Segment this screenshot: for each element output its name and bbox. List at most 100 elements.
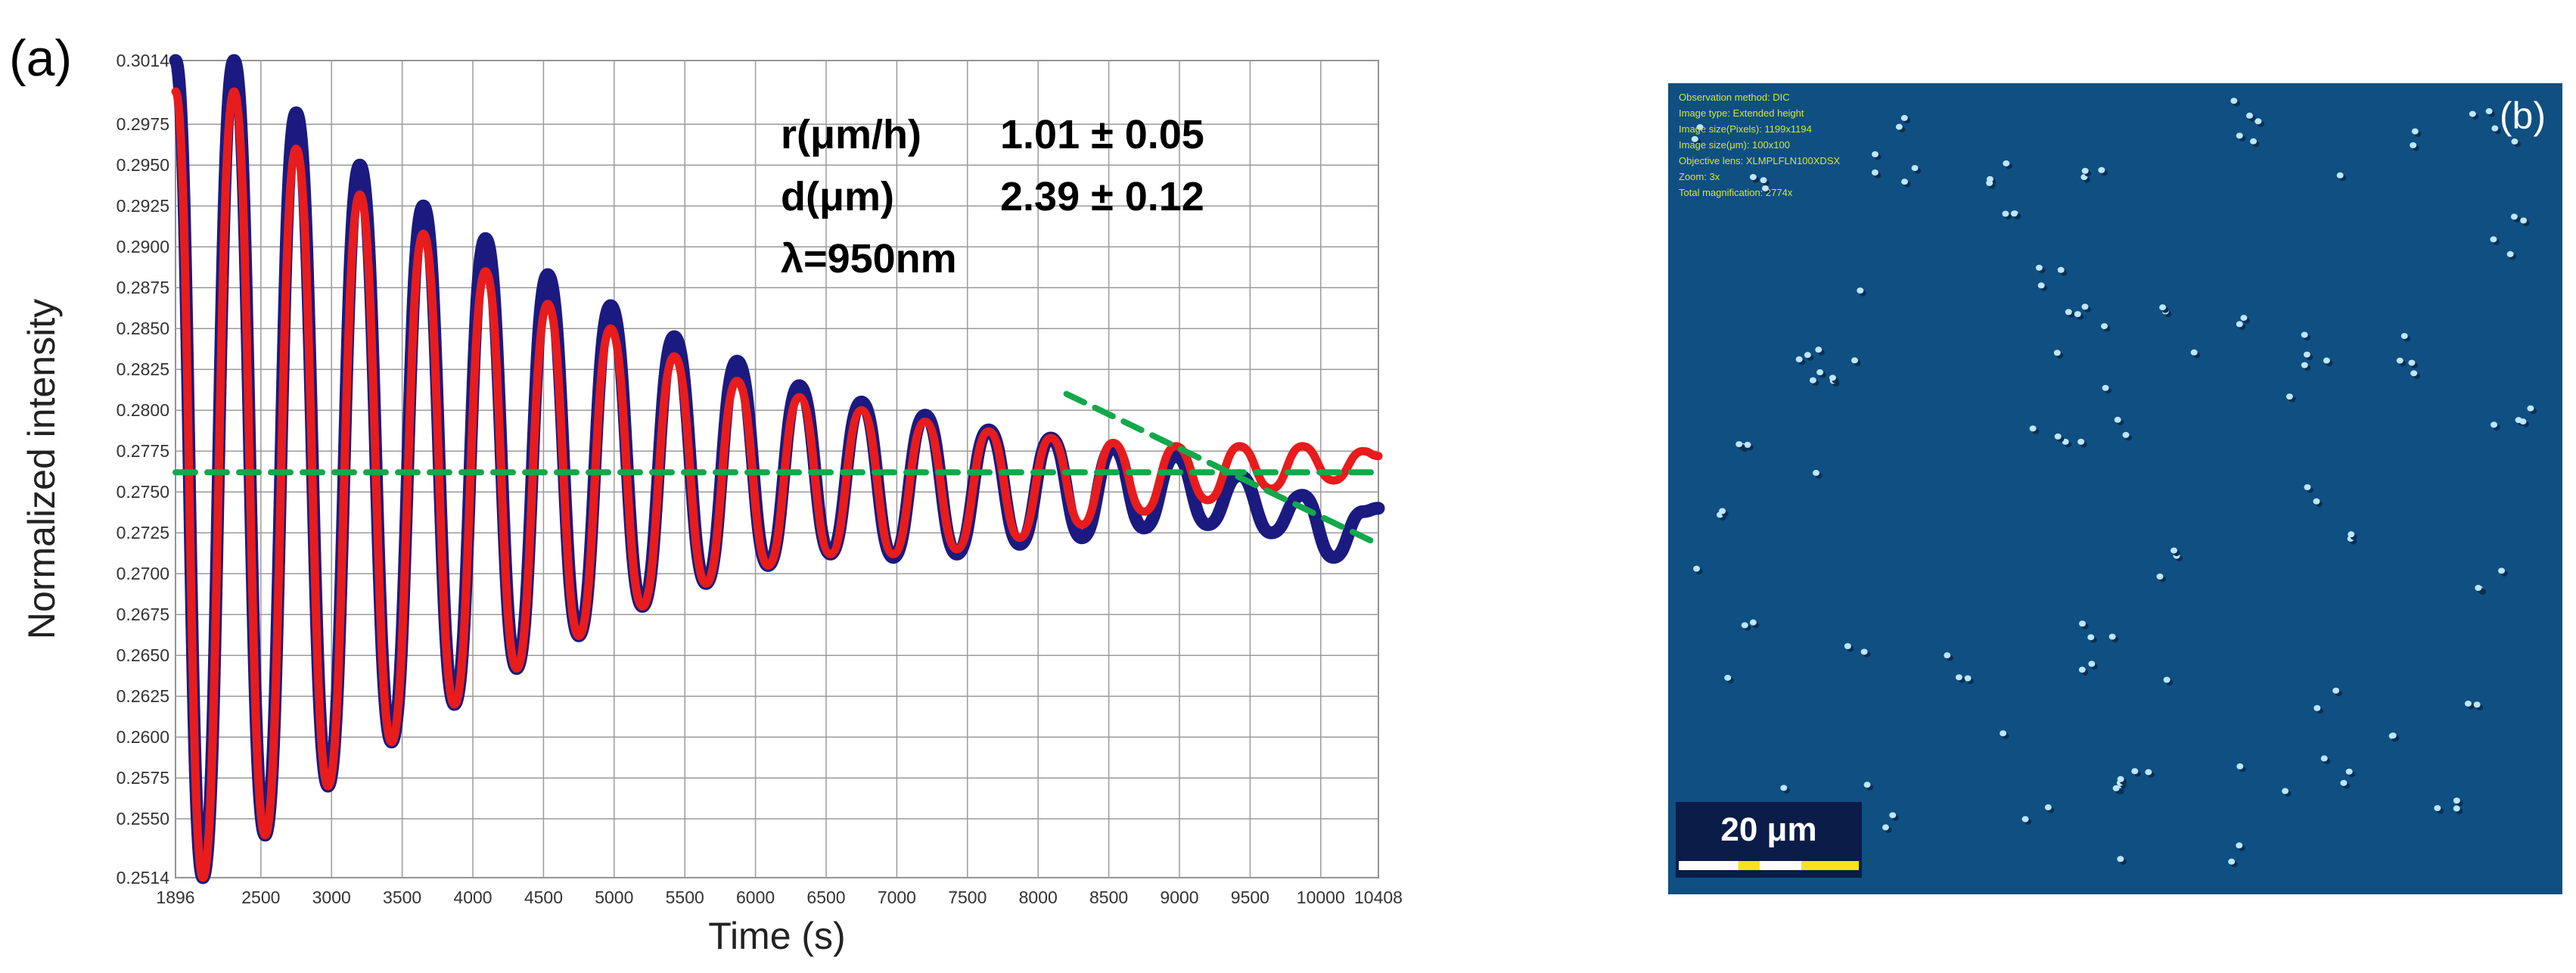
- particle: [2498, 567, 2508, 577]
- particle: [2003, 160, 2012, 169]
- x-tick-label: 10000: [1297, 888, 1345, 907]
- particle: [2053, 350, 2064, 359]
- x-tick-label: 8500: [1089, 888, 1128, 907]
- particle: [2101, 323, 2111, 332]
- particle: [2301, 331, 2311, 341]
- y-tick-label: 0.2600: [117, 727, 169, 747]
- particle: [2411, 128, 2422, 138]
- x-tick-label: 4000: [453, 888, 492, 907]
- particle: [1851, 357, 1861, 366]
- y-tick-label: 0.2725: [117, 523, 169, 542]
- annotation-label: d(μm): [781, 174, 894, 219]
- metadata-line: Zoom: 3x: [1679, 171, 1720, 182]
- y-tick-label: 0.2625: [117, 686, 169, 706]
- particle: [2282, 788, 2292, 797]
- particle: [2236, 132, 2246, 141]
- x-tick-label: 9000: [1160, 888, 1198, 907]
- particle: [2029, 425, 2040, 434]
- particle: [2077, 438, 2087, 448]
- particle: [1749, 174, 1760, 183]
- particle: [2002, 210, 2012, 220]
- particle: [1693, 565, 1703, 575]
- particle: [1816, 369, 1826, 378]
- particle: [1857, 288, 1866, 297]
- particle: [2254, 118, 2264, 127]
- particle: [1744, 441, 1754, 451]
- particle: [2074, 311, 2084, 320]
- y-tick-label: 0.2925: [117, 196, 169, 216]
- particle: [2304, 483, 2313, 493]
- particle: [1761, 185, 1772, 194]
- particle: [2131, 768, 2141, 777]
- particle: [2156, 574, 2167, 583]
- particle: [2117, 856, 2127, 865]
- particle: [2117, 776, 2127, 785]
- particle: [1741, 622, 1751, 631]
- fit-annotations: r(μm/h) 1.01 ± 0.05 d(μm) 2.39 ± 0.12 λ=950n…: [781, 112, 1204, 281]
- y-tick-label: 0.2775: [117, 441, 169, 461]
- y-tick-label: 0.2550: [117, 809, 169, 828]
- y-tick-labels: 0.3014 0.2975 0.2950 0.2925 0.2900 0.2875 0.28…: [117, 51, 170, 888]
- y-tick-label: 0.2700: [117, 564, 169, 583]
- particle: [2250, 138, 2260, 148]
- y-tick-label: 0.2575: [117, 768, 169, 788]
- particle: [2021, 816, 2032, 825]
- particle: [2108, 633, 2119, 643]
- particle: [2332, 687, 2342, 697]
- y-tick-label: 0.2750: [117, 482, 169, 502]
- x-tick-label: 3500: [383, 888, 421, 907]
- microscope-particles: [1691, 98, 2537, 868]
- particle: [2313, 498, 2323, 508]
- particle: [1900, 114, 1911, 124]
- panel-a-label: (a): [9, 30, 72, 87]
- particle: [2340, 779, 2350, 789]
- particle: [2345, 768, 2356, 778]
- particle: [1860, 648, 1871, 657]
- metadata-line: Total magnification: 2774x: [1679, 187, 1793, 198]
- particle: [1813, 470, 1822, 479]
- particle: [2114, 416, 2124, 426]
- particle: [2170, 547, 2180, 557]
- particle: [2396, 357, 2407, 367]
- particle: [2190, 349, 2201, 359]
- particle: [1691, 135, 1701, 145]
- particle: [2037, 282, 2048, 291]
- x-tick-label: 1896: [156, 888, 194, 907]
- particle: [2145, 769, 2155, 779]
- particle: [2473, 701, 2484, 710]
- particle: [2510, 213, 2521, 222]
- particle: [2469, 110, 2479, 120]
- particle: [1804, 352, 1814, 361]
- y-tick-label: 0.2800: [117, 400, 169, 420]
- y-tick-label: 0.2675: [117, 605, 169, 624]
- particle: [2434, 805, 2444, 814]
- particle: [2348, 531, 2357, 540]
- particle: [2228, 858, 2238, 868]
- annotation-label: λ=950nm: [781, 236, 957, 281]
- particle: [2453, 805, 2463, 815]
- series-group: [169, 54, 1385, 884]
- particle: [2054, 433, 2065, 443]
- particle: [1986, 179, 1996, 189]
- particle: [2102, 384, 2112, 394]
- x-tick-label: 2500: [241, 888, 280, 907]
- particle: [1863, 782, 1874, 791]
- particle: [2490, 236, 2500, 245]
- x-tick-label: 4500: [524, 888, 563, 907]
- particle: [1795, 356, 1806, 365]
- particle: [2044, 804, 2055, 813]
- x-tick-label: 9500: [1231, 888, 1269, 907]
- y-tick-label: 0.2850: [117, 319, 169, 338]
- particle: [2491, 125, 2501, 135]
- particle: [2112, 785, 2123, 794]
- particle: [2010, 210, 2021, 219]
- particle: [2285, 393, 2296, 403]
- particle: [1724, 674, 1734, 684]
- particle: [2163, 676, 2174, 685]
- y-tick-label: 0.3014: [117, 51, 170, 70]
- x-axis-label: Time (s): [708, 915, 845, 957]
- particle: [1780, 785, 1790, 794]
- particle: [1944, 652, 1953, 661]
- particle: [2081, 303, 2092, 312]
- particle: [2240, 315, 2250, 324]
